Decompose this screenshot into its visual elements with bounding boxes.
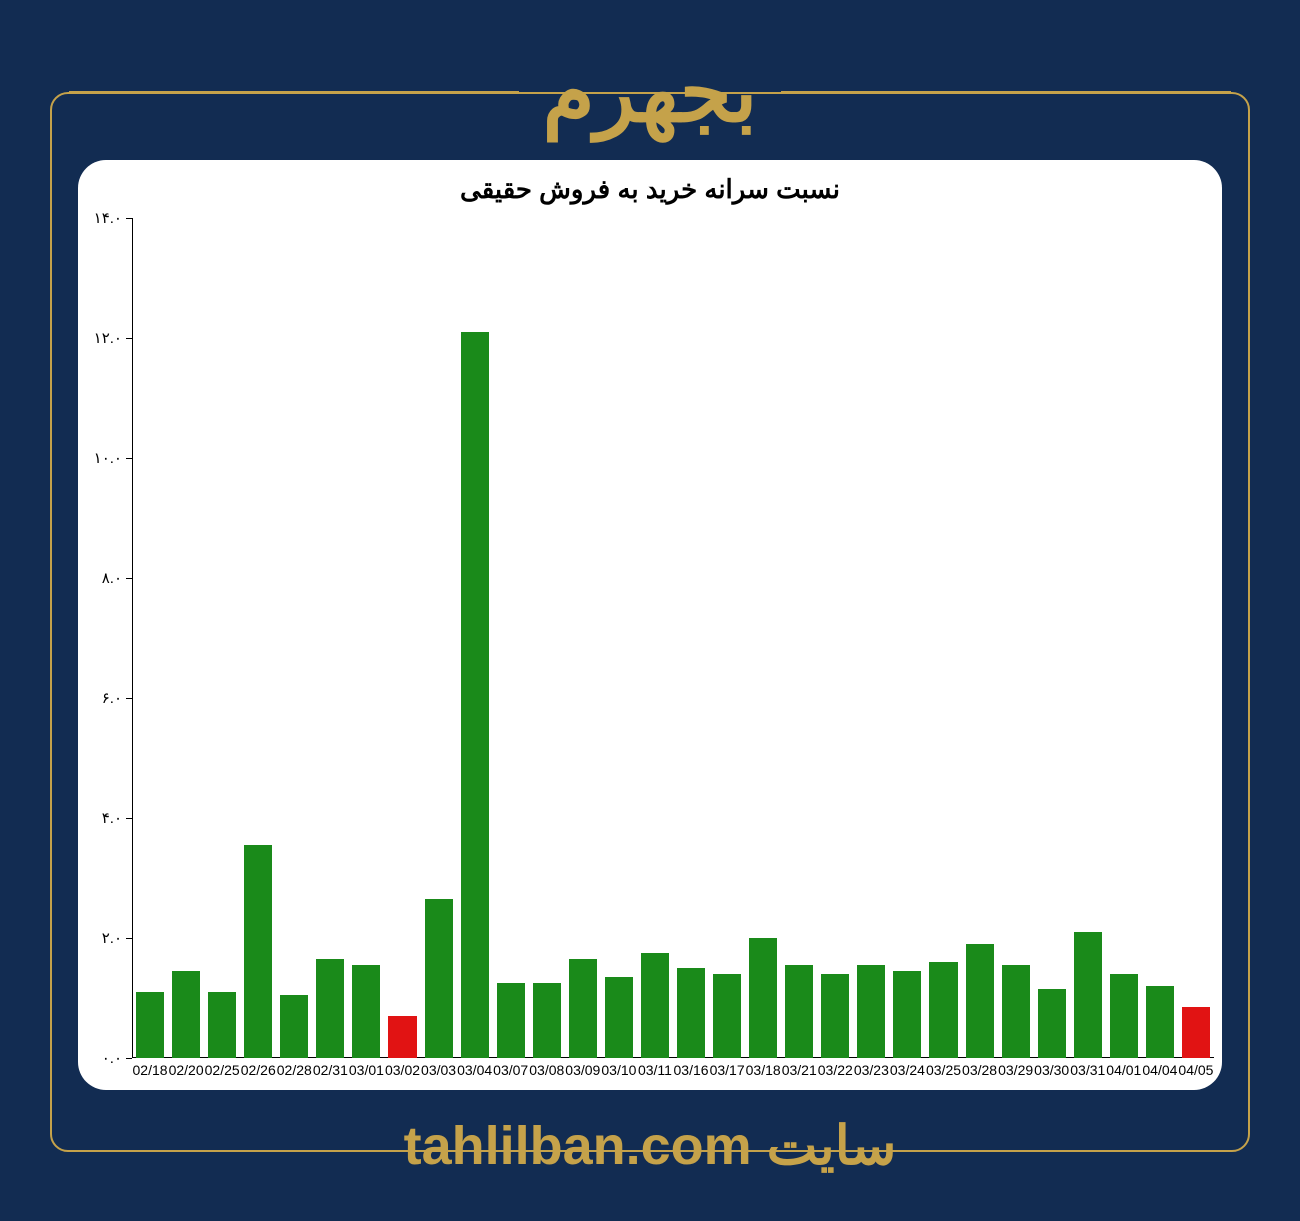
- x-tick-label: 03/21: [782, 1058, 817, 1078]
- x-tick-label: 03/25: [926, 1058, 961, 1078]
- bar: [713, 974, 741, 1058]
- y-tick-label: ۰.۰: [102, 1049, 132, 1067]
- x-tick-label: 03/04: [457, 1058, 492, 1078]
- x-tick-label: 03/11: [638, 1058, 672, 1078]
- x-tick-label: 03/30: [1034, 1058, 1069, 1078]
- bar: [1110, 974, 1138, 1058]
- x-tick-label: 02/18: [133, 1058, 168, 1078]
- bar: [1182, 1007, 1210, 1058]
- bar: [280, 995, 308, 1058]
- header-title: بجهرم: [519, 43, 782, 141]
- x-tick-label: 02/31: [313, 1058, 348, 1078]
- bar: [244, 845, 272, 1058]
- x-tick-label: 03/29: [998, 1058, 1033, 1078]
- header-line-left: [69, 91, 519, 93]
- x-tick-label: 03/24: [890, 1058, 925, 1078]
- x-tick-label: 04/05: [1178, 1058, 1213, 1078]
- x-tick-label: 02/20: [169, 1058, 204, 1078]
- x-tick-label: 02/25: [205, 1058, 240, 1078]
- bar: [857, 965, 885, 1058]
- y-tick-label: ۴.۰: [102, 809, 132, 827]
- x-tick-label: 04/04: [1142, 1058, 1177, 1078]
- footer-link: tahlilban.com: [404, 1116, 752, 1176]
- bar: [966, 944, 994, 1058]
- bar: [1038, 989, 1066, 1058]
- x-tick-label: 03/18: [746, 1058, 781, 1078]
- y-tick-label: ۶.۰: [102, 689, 132, 707]
- bar: [677, 968, 705, 1058]
- bar: [172, 971, 200, 1058]
- x-tick-label: 03/23: [854, 1058, 889, 1078]
- bar: [497, 983, 525, 1058]
- footer: سایت tahlilban.com: [0, 1114, 1300, 1177]
- header: بجهرم: [0, 40, 1300, 145]
- bar: [1074, 932, 1102, 1058]
- x-tick-label: 03/03: [421, 1058, 456, 1078]
- x-tick-label: 03/22: [818, 1058, 853, 1078]
- bar: [1002, 965, 1030, 1058]
- y-axis-line: [132, 218, 133, 1058]
- x-tick-label: 03/31: [1070, 1058, 1105, 1078]
- bar: [425, 899, 453, 1058]
- bar: [461, 332, 489, 1058]
- chart-plot: ۰.۰۲.۰۴.۰۶.۰۸.۰۱۰.۰۱۲.۰۱۴.۰02/1802/2002/…: [132, 218, 1214, 1058]
- bar: [749, 938, 777, 1058]
- x-tick-label: 03/07: [493, 1058, 528, 1078]
- y-tick-label: ۸.۰: [102, 569, 132, 587]
- x-tick-label: 03/10: [601, 1058, 636, 1078]
- x-tick-label: 03/02: [385, 1058, 420, 1078]
- x-tick-label: 03/09: [565, 1058, 600, 1078]
- x-tick-label: 04/01: [1106, 1058, 1141, 1078]
- bar: [605, 977, 633, 1058]
- bar: [352, 965, 380, 1058]
- bar: [893, 971, 921, 1058]
- bar: [569, 959, 597, 1058]
- bar: [136, 992, 164, 1058]
- bar: [1146, 986, 1174, 1058]
- footer-prefix: سایت: [752, 1116, 897, 1176]
- bar: [641, 953, 669, 1058]
- chart-card: نسبت سرانه خرید به فروش حقیقی ۰.۰۲.۰۴.۰۶…: [78, 160, 1222, 1090]
- y-tick-label: ۱۲.۰: [94, 329, 132, 347]
- bar: [533, 983, 561, 1058]
- x-tick-label: 03/16: [674, 1058, 709, 1078]
- header-line-right: [781, 91, 1231, 93]
- x-tick-label: 03/28: [962, 1058, 997, 1078]
- y-tick-label: ۲.۰: [102, 929, 132, 947]
- bar: [929, 962, 957, 1058]
- x-tick-label: 03/01: [349, 1058, 384, 1078]
- bar: [785, 965, 813, 1058]
- bar: [316, 959, 344, 1058]
- chart-title: نسبت سرانه خرید به فروش حقیقی: [78, 174, 1222, 205]
- x-tick-label: 02/26: [241, 1058, 276, 1078]
- x-tick-label: 03/08: [529, 1058, 564, 1078]
- y-tick-label: ۱۰.۰: [94, 449, 132, 467]
- x-tick-label: 02/28: [277, 1058, 312, 1078]
- bar: [388, 1016, 416, 1058]
- bar: [208, 992, 236, 1058]
- x-tick-label: 03/17: [710, 1058, 745, 1078]
- y-tick-label: ۱۴.۰: [94, 209, 132, 227]
- bar: [821, 974, 849, 1058]
